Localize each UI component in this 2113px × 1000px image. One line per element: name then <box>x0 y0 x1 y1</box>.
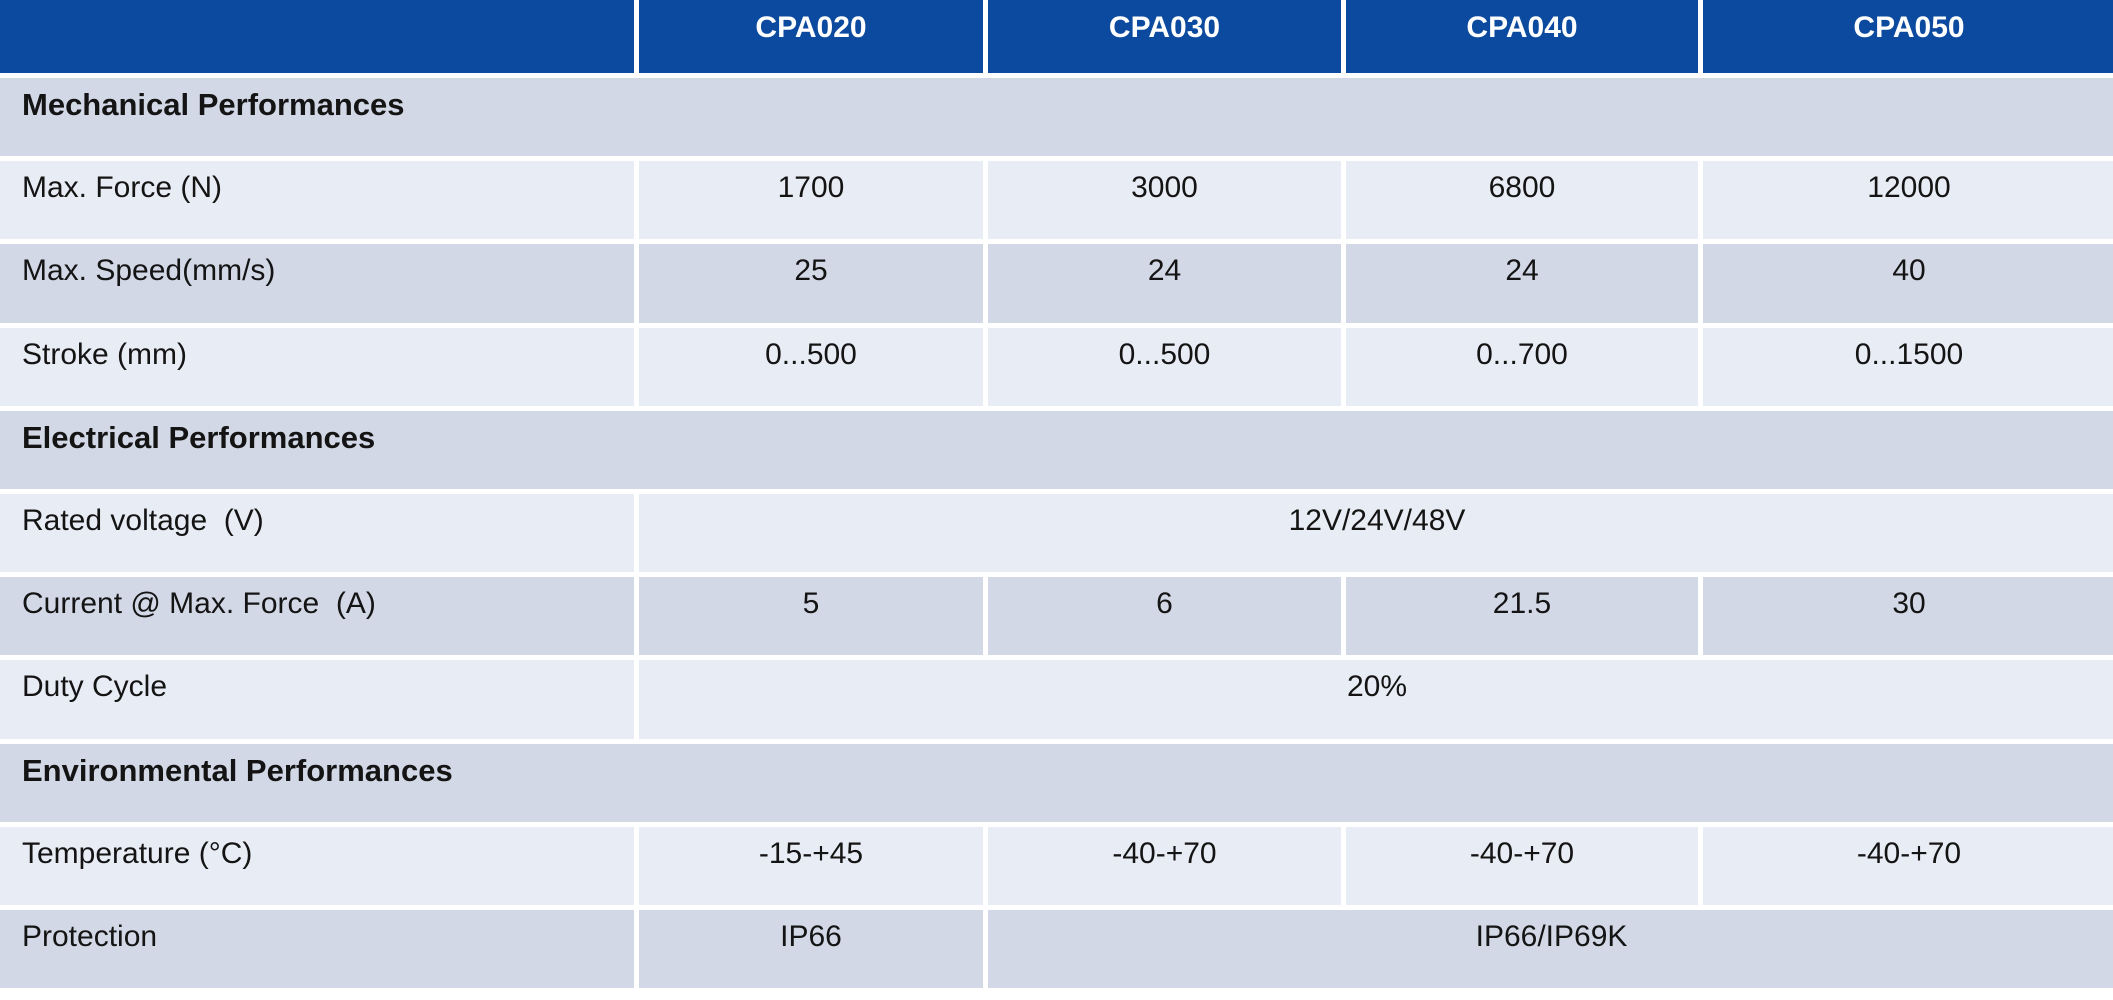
section-header-electrical: Electrical Performances <box>0 410 2113 489</box>
table-header-row: CPA020 CPA030 CPA040 CPA050 <box>0 0 2113 73</box>
section-header-mechanical: Mechanical Performances <box>0 78 2113 157</box>
row-max-force: Max. Force (N) 1700 3000 6800 12000 <box>0 161 2113 240</box>
row-duty-cycle: Duty Cycle 20% <box>0 660 2113 739</box>
cell-value: 0...500 <box>639 327 983 406</box>
cell-value: 5 <box>639 577 983 656</box>
row-temperature: Temperature (°C) -15-+45 -40-+70 -40-+70… <box>0 826 2113 905</box>
column-header-blank <box>0 0 634 73</box>
cell-value: 0...1500 <box>1703 327 2113 406</box>
row-rated-voltage: Rated voltage (V) 12V/24V/48V <box>0 493 2113 573</box>
cell-value: -40-+70 <box>988 826 1341 905</box>
row-label: Current @ Max. Force (A) <box>0 577 634 656</box>
cell-value: 21.5 <box>1346 577 1698 656</box>
cell-value-spanned: IP66/IP69K <box>988 909 2113 989</box>
row-label: Temperature (°C) <box>0 826 634 905</box>
row-label: Duty Cycle <box>0 660 634 739</box>
cell-value: 24 <box>988 244 1341 323</box>
row-current-at-max-force: Current @ Max. Force (A) 5 6 21.5 30 <box>0 577 2113 656</box>
cell-value-spanned: 12V/24V/48V <box>639 493 2113 573</box>
cell-value: 0...700 <box>1346 327 1698 406</box>
column-header-cpa050: CPA050 <box>1703 0 2113 73</box>
cell-value: 3000 <box>988 161 1341 240</box>
cell-value: 1700 <box>639 161 983 240</box>
cell-value: 6 <box>988 577 1341 656</box>
cell-value-spanned: 20% <box>639 660 2113 739</box>
row-label: Max. Speed(mm/s) <box>0 244 634 323</box>
row-label: Rated voltage (V) <box>0 493 634 573</box>
row-label: Protection <box>0 909 634 989</box>
section-header-environmental: Environmental Performances <box>0 743 2113 822</box>
cell-value: 30 <box>1703 577 2113 656</box>
cell-value: -40-+70 <box>1346 826 1698 905</box>
row-label: Stroke (mm) <box>0 327 634 406</box>
section-title: Environmental Performances <box>0 743 2113 822</box>
row-protection: Protection IP66 IP66/IP69K <box>0 909 2113 989</box>
cell-value: 12000 <box>1703 161 2113 240</box>
cell-value: 25 <box>639 244 983 323</box>
column-header-cpa020: CPA020 <box>639 0 983 73</box>
column-header-cpa040: CPA040 <box>1346 0 1698 73</box>
section-title: Electrical Performances <box>0 410 2113 489</box>
row-label: Max. Force (N) <box>0 161 634 240</box>
row-stroke: Stroke (mm) 0...500 0...500 0...700 0...… <box>0 327 2113 406</box>
cell-value: 24 <box>1346 244 1698 323</box>
section-title: Mechanical Performances <box>0 78 2113 157</box>
cell-value: -40-+70 <box>1703 826 2113 905</box>
row-max-speed: Max. Speed(mm/s) 25 24 24 40 <box>0 244 2113 323</box>
column-header-cpa030: CPA030 <box>988 0 1341 73</box>
cell-value: 6800 <box>1346 161 1698 240</box>
cell-value: -15-+45 <box>639 826 983 905</box>
cell-value: IP66 <box>639 909 983 989</box>
cell-value: 40 <box>1703 244 2113 323</box>
cell-value: 0...500 <box>988 327 1341 406</box>
